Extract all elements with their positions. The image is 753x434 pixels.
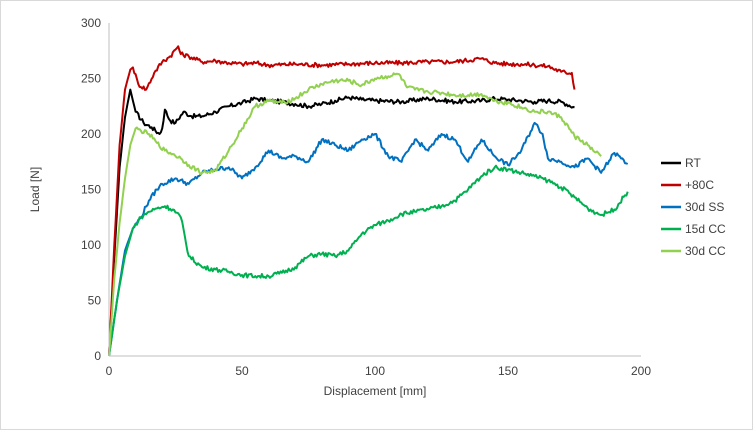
legend-label: 15d CC [685, 222, 726, 236]
series-line [108, 88, 575, 357]
y-axis-title: Load [N] [28, 167, 42, 212]
legend-label: 30d SS [685, 200, 724, 214]
legend: RT +80C 30d SS 15d CC 30d CC [661, 156, 726, 258]
x-tick-label: 150 [498, 364, 518, 378]
legend-label: 30d CC [685, 244, 726, 258]
series-line [108, 45, 576, 357]
plot-area [108, 45, 629, 357]
x-axis-title: Displacement [mm] [324, 384, 427, 398]
legend-label: +80C [685, 178, 714, 192]
y-tick-label: 100 [81, 238, 101, 252]
y-tick-label: 0 [94, 349, 101, 363]
y-tick-label: 200 [81, 127, 101, 141]
y-tick-label: 150 [81, 183, 101, 197]
series-line [108, 72, 602, 357]
y-tick-label: 300 [81, 16, 101, 30]
legend-label: RT [685, 156, 701, 170]
axes [108, 23, 641, 357]
y-tick-label: 50 [88, 294, 102, 308]
x-tick-label: 0 [106, 364, 113, 378]
tick-labels: 0 50 100 150 200 250 300 0 50 100 150 200 [81, 16, 651, 378]
x-tick-label: 200 [631, 364, 651, 378]
x-tick-label: 100 [365, 364, 385, 378]
x-tick-label: 50 [235, 364, 249, 378]
y-tick-label: 250 [81, 72, 101, 86]
series-line [108, 164, 629, 357]
series-line [108, 121, 629, 357]
